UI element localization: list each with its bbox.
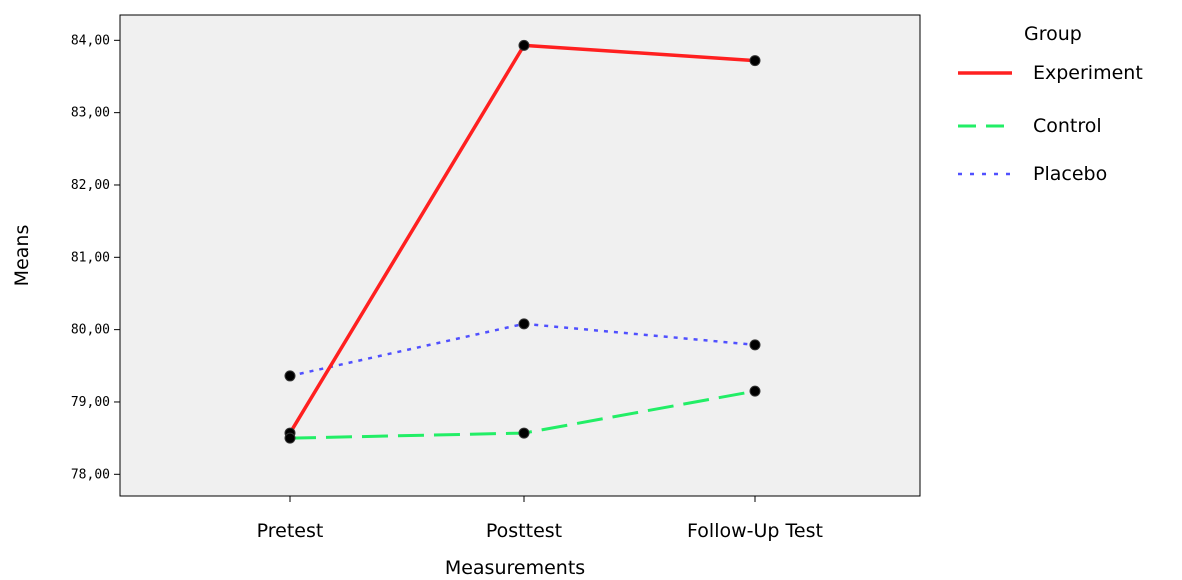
x-tick-label: Posttest (486, 520, 562, 542)
data-point-placebo (749, 339, 761, 351)
y-tick-label: 80,00 (71, 323, 110, 338)
data-point-experiment (518, 39, 530, 51)
y-tick-label: 83,00 (71, 106, 110, 121)
x-tick-label: Follow-Up Test (687, 520, 823, 542)
y-tick-label: 84,00 (71, 33, 110, 48)
x-axis: Pretest Posttest Follow-Up Test (257, 496, 823, 542)
y-axis: 78,00 79,00 80,00 81,00 82,00 83,00 84,00 (71, 33, 120, 482)
y-tick-label: 78,00 (71, 467, 110, 482)
data-point-placebo (518, 318, 530, 330)
legend-label-experiment: Experiment (1033, 62, 1143, 84)
y-tick-label: 79,00 (71, 395, 110, 410)
data-point-control (749, 385, 761, 397)
x-tick-label: Pretest (257, 520, 324, 542)
data-point-placebo (284, 370, 296, 382)
legend: Group Experiment Control Placebo (958, 23, 1143, 185)
legend-label-placebo: Placebo (1033, 163, 1107, 185)
y-tick-label: 82,00 (71, 178, 110, 193)
legend-title: Group (1024, 23, 1082, 45)
data-point-experiment (749, 55, 761, 67)
x-axis-title: Measurements (445, 557, 585, 579)
plot-area (119, 14, 921, 497)
points-layer (284, 39, 761, 444)
y-tick-label: 81,00 (71, 250, 110, 265)
data-point-control (518, 427, 530, 439)
y-axis-title: Means (11, 225, 33, 287)
data-point-control (284, 432, 296, 444)
legend-label-control: Control (1033, 115, 1102, 137)
